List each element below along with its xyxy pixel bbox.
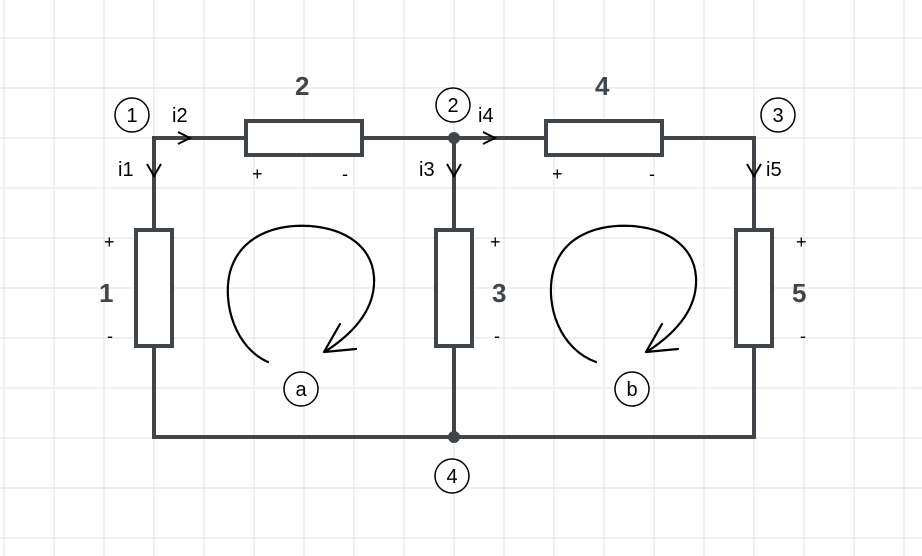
loop-b-label: b — [626, 379, 637, 401]
loop-b-arrowhead-icon — [644, 322, 680, 354]
resistor-2 — [244, 119, 364, 157]
resistor-1-value: 1 — [99, 278, 113, 308]
loop-a-label: a — [295, 379, 307, 401]
resistor-5-value: 5 — [792, 278, 806, 308]
node-1-label: 1 — [126, 105, 137, 127]
resistor-3-minus: - — [494, 326, 500, 346]
resistor-1-minus: - — [107, 326, 113, 346]
junction-dot-node-2 — [448, 132, 460, 144]
current-i4-label: i4 — [478, 105, 494, 127]
mesh-loop-a: a — [226, 224, 376, 407]
current-i5-arrow-icon — [746, 163, 762, 178]
resistor-3-value: 3 — [492, 278, 506, 308]
resistor-3-plus: + — [490, 232, 501, 252]
resistor-5 — [734, 228, 774, 348]
mesh-loop-b: b — [549, 224, 698, 407]
resistor-2-plus: + — [252, 164, 263, 184]
resistor-2-value: 2 — [295, 71, 309, 101]
current-i5-label: i5 — [766, 159, 782, 181]
node-marker-1: 1 — [114, 97, 150, 133]
resistor-5-minus: - — [800, 326, 806, 346]
current-i4-arrow-icon — [482, 131, 498, 145]
node-marker-2: 2 — [435, 87, 471, 123]
resistor-2-minus: - — [342, 164, 348, 184]
loop-b-badge — [614, 371, 650, 407]
resistor-4-plus: + — [552, 164, 563, 184]
loop-b-curve — [549, 224, 698, 364]
node-2-label: 2 — [447, 95, 458, 117]
resistor-4-value: 4 — [595, 71, 610, 101]
resistor-1-plus: + — [104, 232, 115, 252]
node-4-label: 4 — [446, 466, 457, 488]
loop-a-arrowhead-icon — [322, 322, 358, 354]
current-i1-label: i1 — [118, 159, 134, 181]
loop-a-badge — [283, 371, 319, 407]
junction-dot-node-4 — [448, 431, 460, 443]
current-i3-arrow-icon — [446, 163, 462, 178]
current-i2-label: i2 — [172, 105, 188, 127]
node-3-label: 3 — [772, 105, 783, 127]
node-marker-4: 4 — [434, 458, 470, 494]
current-i1-arrow-icon — [146, 163, 162, 178]
current-i3-label: i3 — [419, 159, 435, 181]
resistor-5-plus: + — [796, 232, 807, 252]
current-i2-arrow-icon — [177, 131, 193, 145]
loop-a-curve — [226, 224, 376, 364]
resistor-1 — [134, 228, 174, 348]
resistor-4 — [544, 119, 664, 157]
node-marker-3: 3 — [760, 97, 796, 133]
resistor-4-minus: - — [649, 164, 655, 184]
resistor-3 — [434, 228, 474, 348]
